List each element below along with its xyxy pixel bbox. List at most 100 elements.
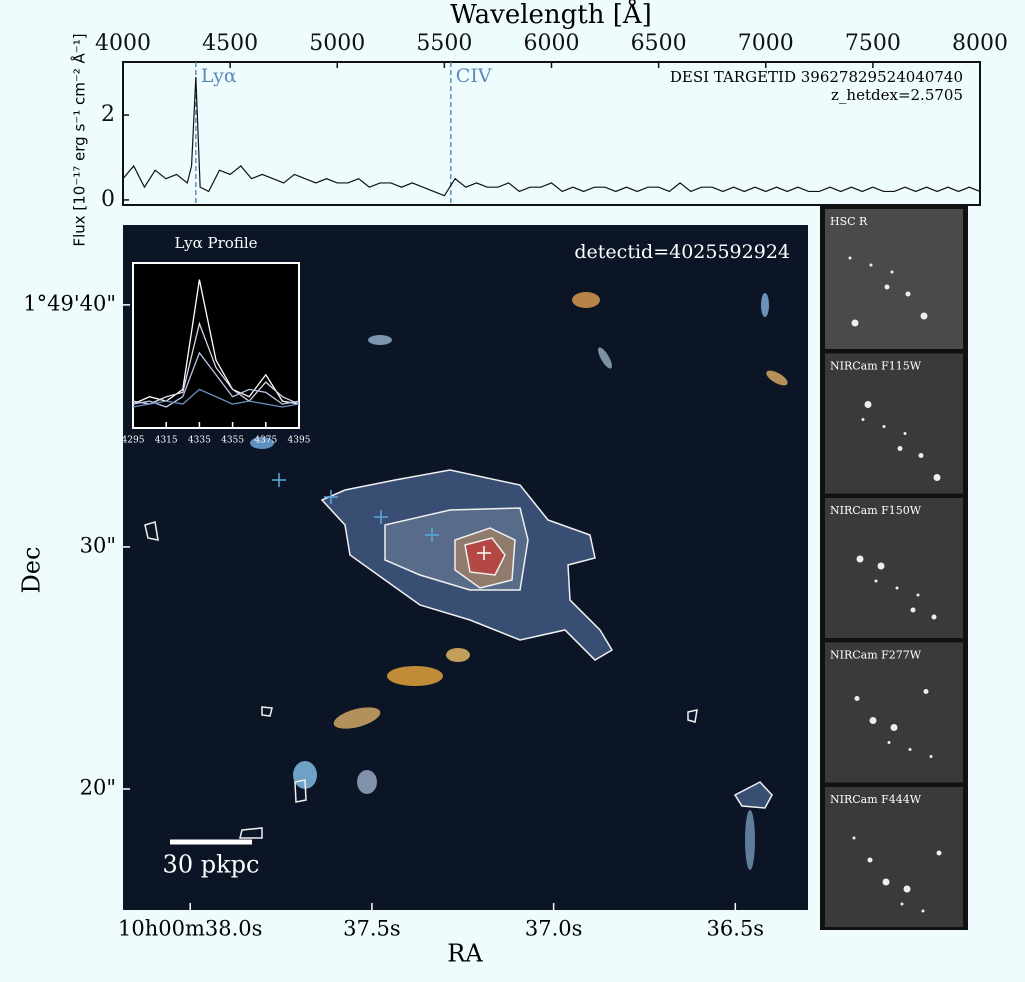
source — [869, 717, 877, 724]
cutout-label: NIRCam F277W — [830, 649, 922, 662]
galaxy — [333, 707, 381, 729]
cutout-label: NIRCam F150W — [830, 504, 922, 517]
source — [895, 586, 899, 590]
x-tick-label: 4375 — [254, 436, 277, 446]
y-tick-label: 30" — [80, 533, 116, 557]
source — [929, 755, 933, 758]
cross-marker — [272, 473, 286, 487]
y-tick-label: 0 — [101, 187, 115, 212]
reference-line-label: Lyα — [201, 65, 237, 87]
annotation: DESI TARGETID 39627829524040740 — [670, 68, 963, 86]
cutout-label: HSC R — [830, 215, 868, 228]
data-line — [132, 351, 300, 408]
source — [848, 256, 852, 260]
x-tick-label: 37.5s — [343, 917, 401, 941]
x-tick-label: 7000 — [738, 31, 794, 56]
source — [908, 748, 912, 751]
source — [887, 741, 891, 744]
contour — [294, 779, 307, 803]
x-tick-label: 36.5s — [707, 917, 765, 941]
source — [856, 555, 864, 563]
cutout-label: NIRCam F115W — [830, 360, 922, 373]
y-tick-label: 20" — [80, 775, 116, 799]
x-tick-label: 5000 — [309, 31, 365, 56]
cutout — [823, 640, 965, 785]
cross-marker — [374, 510, 388, 524]
source — [903, 432, 907, 435]
source — [933, 474, 941, 481]
source — [869, 263, 873, 267]
cutout — [823, 207, 965, 351]
x-tick-label: 7500 — [845, 31, 901, 56]
inset-frame — [132, 262, 300, 429]
source — [864, 401, 872, 408]
galaxy — [766, 370, 788, 386]
x-tick-label: 4500 — [202, 31, 258, 56]
cross-marker — [425, 528, 439, 542]
galaxies — [250, 292, 788, 870]
galaxy — [357, 770, 377, 794]
source — [936, 850, 942, 856]
contours — [144, 469, 773, 839]
galaxy — [250, 437, 274, 449]
source — [861, 418, 865, 421]
y-axis-label: Flux [10⁻¹⁷ erg s⁻¹ cm⁻² Å⁻¹] — [70, 33, 89, 246]
source — [890, 270, 894, 274]
x-tick-label: 10h00m38.0s — [118, 917, 262, 941]
source — [852, 836, 856, 840]
source — [905, 291, 911, 297]
cutout — [823, 351, 965, 496]
x-tick-label: 4000 — [95, 31, 151, 56]
x-tick-label: 8000 — [952, 31, 1008, 56]
contour — [144, 521, 159, 541]
source — [851, 319, 859, 327]
x-tick-label: 37.0s — [525, 917, 583, 941]
x-tick-label: 6000 — [524, 31, 580, 56]
source — [874, 579, 878, 583]
x-tick-label: 4355 — [221, 436, 244, 446]
cross-marker — [324, 490, 338, 504]
source — [890, 724, 898, 731]
contour — [733, 781, 773, 809]
y-tick-label: 1°49'40" — [23, 291, 116, 315]
x-tick-label: 4395 — [288, 436, 311, 446]
source — [900, 902, 904, 906]
galaxy — [598, 347, 612, 369]
x-tick-label: 5500 — [416, 31, 472, 56]
markers — [272, 473, 491, 560]
source — [920, 312, 928, 320]
galaxy — [387, 666, 443, 686]
x-tick-label: 4315 — [155, 436, 178, 446]
x-tick-label: 4295 — [122, 436, 145, 446]
source — [931, 614, 937, 620]
source — [854, 696, 860, 701]
contour — [687, 709, 698, 723]
contour — [464, 537, 506, 576]
data-line — [122, 76, 981, 197]
source — [882, 425, 886, 428]
cutout-label: NIRCam F444W — [830, 793, 922, 806]
contour — [239, 827, 263, 839]
source — [867, 857, 873, 863]
source — [877, 562, 885, 570]
cutout — [823, 496, 965, 640]
x-axis-label: RA — [447, 940, 483, 968]
source — [910, 607, 916, 613]
inset-title: Lyα Profile — [174, 234, 257, 252]
source — [884, 284, 890, 290]
source — [916, 593, 920, 597]
contour — [261, 706, 273, 717]
data-line — [132, 321, 300, 405]
source — [897, 446, 903, 451]
y-tick-label: 2 — [101, 102, 115, 127]
galaxy — [368, 335, 392, 345]
source — [903, 885, 911, 893]
galaxy — [745, 810, 755, 870]
source — [918, 453, 924, 458]
y-axis-label: Dec — [18, 547, 46, 594]
cross-marker — [477, 546, 491, 560]
data-line — [132, 388, 300, 408]
source — [921, 909, 925, 913]
